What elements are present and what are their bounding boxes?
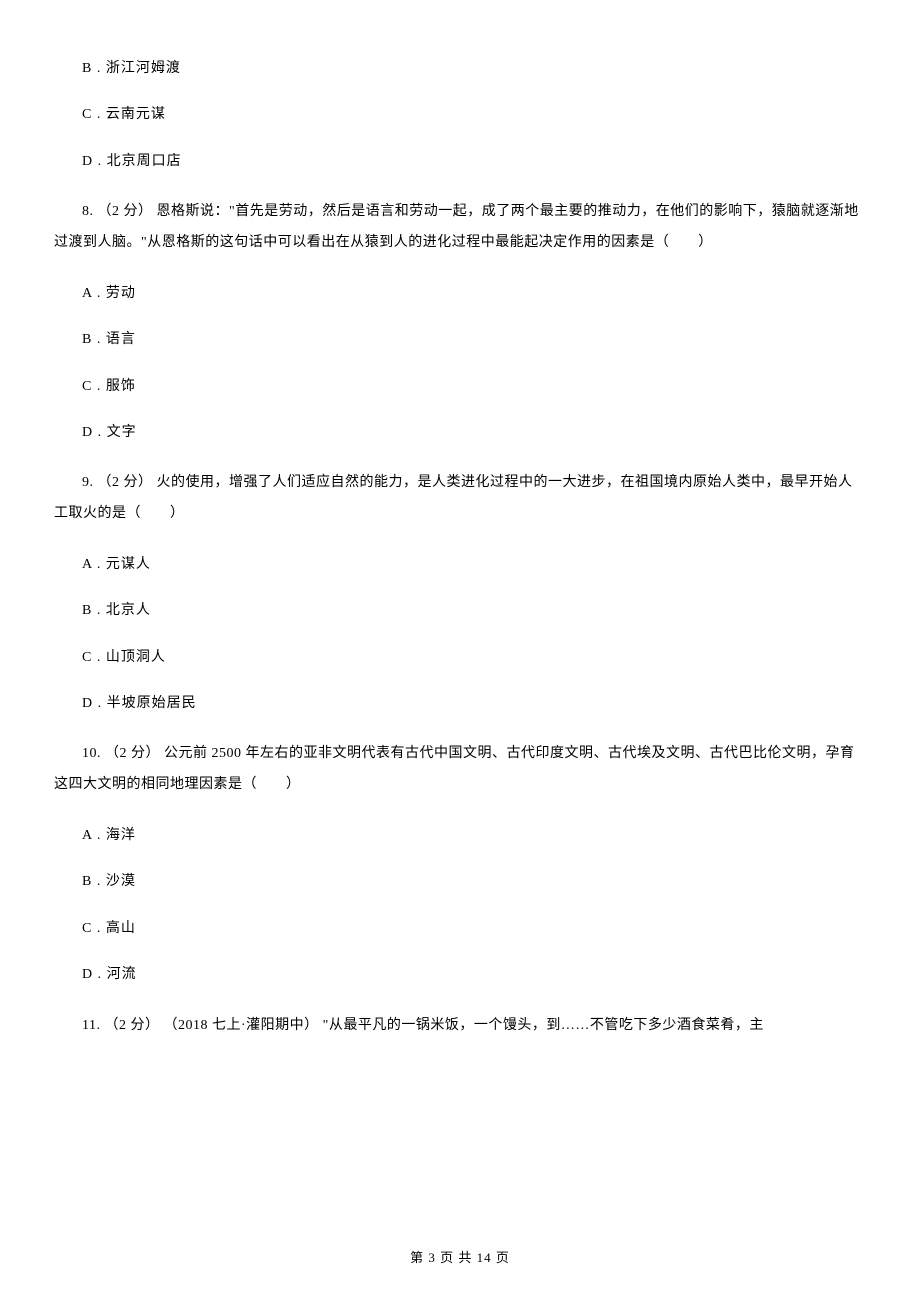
q10-stem: 10. （2 分） 公元前 2500 年左右的亚非文明代表有古代中国文明、古代印… <box>54 739 866 801</box>
q7-option-d: D . 北京周口店 <box>54 151 866 173</box>
q8-option-a: A . 劳动 <box>54 283 866 305</box>
q10-option-c: C . 高山 <box>54 918 866 940</box>
q8-option-b: B . 语言 <box>54 329 866 351</box>
q11-stem-text: 11. （2 分） （2018 七上·灌阳期中） "从最平凡的一锅米饭，一个馒头… <box>54 1018 764 1033</box>
q9-option-a: A . 元谋人 <box>54 554 866 576</box>
q10-option-b: B . 沙漠 <box>54 871 866 893</box>
q9-option-b: B . 北京人 <box>54 600 866 622</box>
q8-option-d: D . 文字 <box>54 422 866 444</box>
q11-stem: 11. （2 分） （2018 七上·灌阳期中） "从最平凡的一锅米饭，一个馒头… <box>54 1011 866 1042</box>
q10-option-a: A . 海洋 <box>54 825 866 847</box>
q7-option-c: C . 云南元谋 <box>54 104 866 126</box>
q10-option-d: D . 河流 <box>54 964 866 986</box>
q8-option-c: C . 服饰 <box>54 376 866 398</box>
q9-stem: 9. （2 分） 火的使用，增强了人们适应自然的能力，是人类进化过程中的一大进步… <box>54 468 866 530</box>
q10-stem-text: 10. （2 分） 公元前 2500 年左右的亚非文明代表有古代中国文明、古代印… <box>54 746 855 792</box>
q9-stem-text: 9. （2 分） 火的使用，增强了人们适应自然的能力，是人类进化过程中的一大进步… <box>54 475 853 521</box>
q8-stem: 8. （2 分） 恩格斯说："首先是劳动，然后是语言和劳动一起，成了两个最主要的… <box>54 197 866 259</box>
page-footer: 第 3 页 共 14 页 <box>0 1247 920 1266</box>
q8-stem-text: 8. （2 分） 恩格斯说："首先是劳动，然后是语言和劳动一起，成了两个最主要的… <box>54 204 859 250</box>
q9-option-c: C . 山顶洞人 <box>54 647 866 669</box>
q9-option-d: D . 半坡原始居民 <box>54 693 866 715</box>
q7-option-b: B . 浙江河姆渡 <box>54 58 866 80</box>
